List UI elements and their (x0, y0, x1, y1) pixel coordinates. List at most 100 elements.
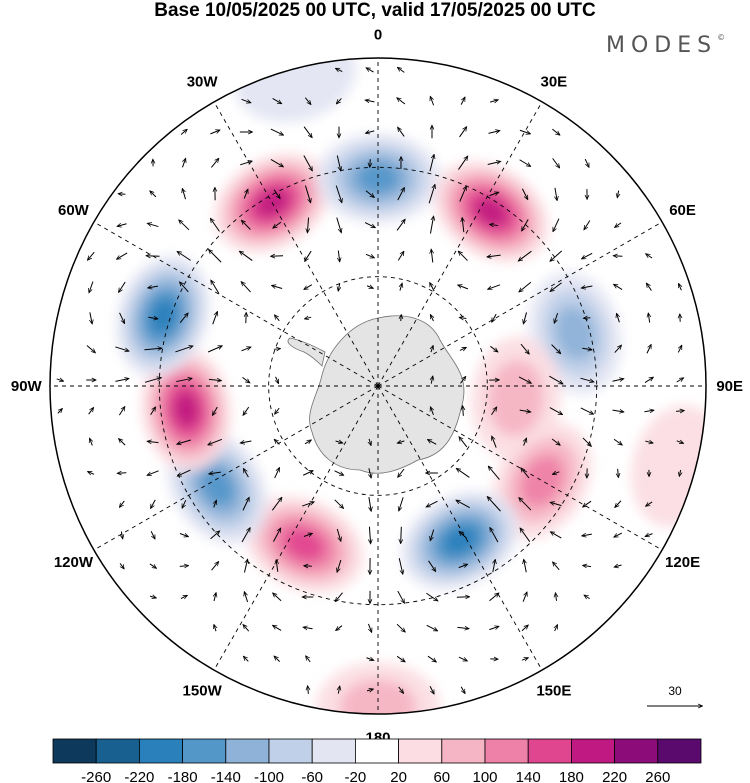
wind-arrow (459, 348, 466, 351)
anomaly-field (116, 58, 706, 714)
wind-arrow (144, 378, 161, 383)
colorbar-swatch (354, 738, 399, 764)
wind-arrow (555, 593, 556, 601)
wind-arrow (549, 375, 562, 384)
wind-arrow (303, 534, 312, 537)
chart-title: Base 10/05/2025 00 UTC, valid 17/05/2025… (154, 0, 596, 21)
antarctica-landmass (287, 315, 465, 474)
wind-arrow (429, 155, 434, 172)
wind-arrow (151, 499, 156, 508)
wind-arrow (180, 129, 187, 135)
wind-arrow (460, 97, 465, 105)
colorbar-tick-label: -100 (254, 769, 284, 783)
colorbar-swatch (138, 738, 183, 764)
wind-arrow (244, 657, 249, 662)
wind-arrow (208, 438, 223, 444)
anomaly-center (116, 255, 210, 377)
wind-arrow (88, 408, 94, 415)
wind-arrow (648, 313, 649, 323)
wind-arrow (400, 283, 402, 291)
wind-arrow (646, 501, 653, 506)
wind-arrow (615, 500, 622, 507)
wind-arrow (244, 469, 249, 478)
wind-arrow (273, 528, 280, 542)
wind-arrow (489, 192, 499, 197)
wind-arrow (209, 472, 221, 474)
wind-arrow (210, 531, 220, 540)
wind-arrow (490, 528, 499, 543)
wind-arrow (272, 97, 282, 103)
wind-arrow (488, 131, 500, 134)
wind-arrow (551, 344, 561, 354)
wind-arrow (115, 379, 128, 382)
meridian (93, 385, 379, 551)
antarctic-peninsula (287, 337, 326, 367)
wind-arrow (679, 469, 680, 476)
wind-arrow (457, 469, 470, 478)
wind-arrow (273, 221, 282, 228)
meridian (93, 221, 379, 387)
wind-arrow (520, 343, 529, 354)
colorbar-tick-label: 140 (516, 769, 541, 783)
wind-vectors (56, 68, 684, 694)
wind-arrow (396, 220, 405, 231)
meridian (377, 385, 663, 551)
wind-arrow (617, 314, 620, 323)
wind-arrow (366, 658, 374, 660)
reference-vector-label: 30 (668, 684, 682, 698)
colorbar-tick-label: 100 (472, 769, 497, 783)
wind-arrow (615, 222, 622, 227)
wind-arrow (150, 531, 155, 538)
wind-arrow (240, 251, 253, 261)
wind-arrow (396, 623, 405, 632)
wind-arrow (459, 186, 466, 202)
wind-arrow (459, 127, 467, 138)
wind-arrow (398, 68, 405, 73)
wind-arrow (274, 656, 281, 662)
wind-arrow (241, 98, 251, 102)
copyright-mark: © (717, 33, 726, 42)
wind-arrow (90, 439, 93, 446)
wind-arrow (243, 625, 250, 632)
wind-arrow (365, 190, 374, 197)
wind-arrow (336, 625, 343, 631)
wind-arrow (366, 689, 373, 691)
wind-arrow (304, 97, 310, 105)
wind-arrow (364, 222, 375, 228)
wind-arrow (490, 224, 499, 225)
longitude-label: 0 (374, 26, 382, 43)
wind-arrow (462, 218, 464, 233)
wind-arrow (270, 128, 283, 135)
wind-arrow (458, 285, 469, 290)
wind-arrow (213, 406, 218, 415)
wind-arrow (89, 281, 94, 293)
brand-logo: MODES© (606, 33, 725, 58)
wind-arrow (119, 281, 126, 292)
wind-arrow (240, 161, 252, 166)
wind-arrow (458, 156, 467, 170)
wind-arrow (582, 534, 592, 536)
wind-arrow (430, 97, 435, 106)
wind-arrow (368, 623, 371, 632)
wind-arrow (273, 349, 280, 350)
wind-arrow (179, 220, 190, 231)
wind-arrow (647, 283, 652, 291)
wind-arrow (489, 100, 498, 102)
wind-arrow (334, 499, 344, 508)
wind-arrow (369, 468, 371, 477)
map-border (49, 57, 707, 715)
wind-arrow (179, 534, 188, 537)
wind-arrow (460, 318, 467, 319)
wind-arrow (149, 563, 156, 568)
wind-arrow (146, 256, 160, 257)
wind-arrow (519, 159, 531, 167)
longitude-label: 60E (669, 202, 696, 219)
wind-arrow (551, 532, 562, 539)
colorbar-swatch (614, 738, 659, 764)
wind-arrow (612, 379, 624, 381)
wind-arrow (336, 68, 343, 71)
anomaly-center (492, 422, 592, 539)
wind-arrow (334, 470, 344, 475)
